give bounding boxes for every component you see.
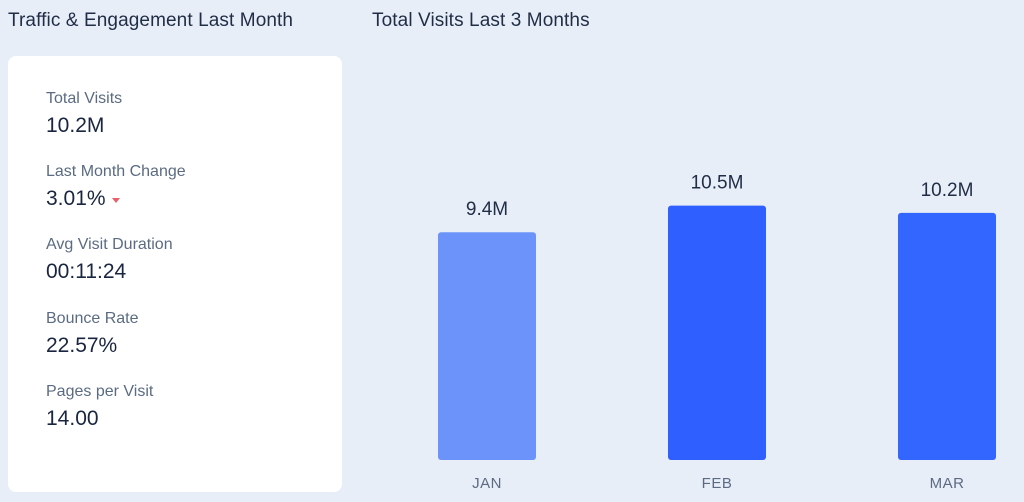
metric-label: Pages per Visit	[46, 383, 154, 400]
category-label-mar: MAR	[930, 475, 965, 492]
metric-bounce-rate: Bounce Rate 22.57%	[46, 310, 139, 358]
metric-label: Avg Visit Duration	[46, 236, 173, 253]
metric-label: Bounce Rate	[46, 310, 139, 327]
metric-last-month-change: Last Month Change 3.01%	[46, 163, 186, 211]
metric-value: 00:11:24	[46, 260, 127, 283]
metric-label: Total Visits	[46, 90, 123, 107]
data-label-jan: 9.4M	[466, 199, 508, 220]
metric-total-visits: Total Visits 10.2M	[46, 90, 122, 138]
engagement-stats-card: Total Visits 10.2M Last Month Change 3.0…	[8, 56, 342, 492]
bar-jan[interactable]	[438, 232, 536, 460]
bar-mar[interactable]	[898, 212, 996, 460]
data-label-mar: 10.2M	[921, 180, 974, 201]
metric-avg-visit-duration: Avg Visit Duration 00:11:24	[46, 236, 173, 284]
bar-feb[interactable]	[668, 205, 766, 460]
traffic-engagement-title: Traffic & Engagement Last Month	[8, 10, 294, 31]
metric-value: 10.2M	[46, 114, 105, 137]
metric-value: 3.01%	[46, 187, 106, 210]
data-label-feb: 10.5M	[691, 173, 744, 194]
metric-value: 22.57%	[46, 334, 118, 357]
trend-down-icon	[111, 197, 120, 203]
category-label-feb: FEB	[702, 475, 733, 492]
total-visits-title: Total Visits Last 3 Months	[372, 10, 590, 31]
total-visits-bar-chart: 9.4M JAN 10.5M FEB 10.2M MAR	[438, 173, 996, 492]
metric-value: 14.00	[46, 407, 99, 430]
metric-pages-per-visit: Pages per Visit 14.00	[46, 383, 153, 431]
metric-label: Last Month Change	[46, 163, 186, 180]
category-label-jan: JAN	[472, 475, 502, 492]
